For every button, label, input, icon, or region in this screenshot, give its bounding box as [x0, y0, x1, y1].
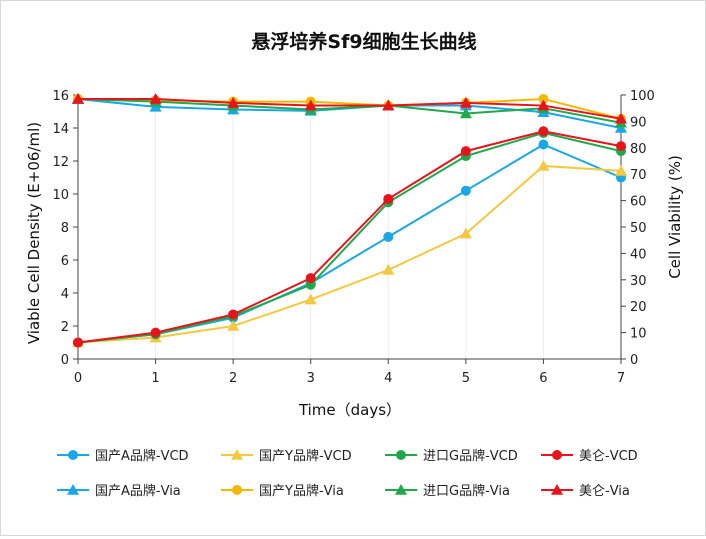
data-point-0-6: [538, 139, 549, 150]
legend: 国产A品牌-VCD 国产Y品牌-VCD 进口G品牌-VCD 美仑-VCD 国产A品牌-V…: [57, 448, 638, 499]
y2-tick-label-100: 100: [630, 89, 655, 104]
series-layer: [72, 92, 627, 348]
data-point-5-6: [538, 93, 549, 104]
legend-label-2: 进口G品牌-VCD: [423, 448, 518, 464]
x-tick-label-3: 3: [307, 371, 315, 386]
y-tick-label-10: 10: [52, 188, 69, 203]
y-tick-label-16: 16: [52, 89, 69, 104]
y2-tick-label-30: 30: [630, 274, 647, 289]
x-tick-label-5: 5: [462, 371, 470, 386]
axes: 0 1 2 3 4 5 6 702468101214160102030405060708090…: [52, 89, 654, 386]
y-tick-label-8: 8: [61, 221, 69, 236]
legend-item-2: 进口G品牌-VCD: [385, 448, 518, 464]
data-point-0-4: [383, 231, 394, 242]
data-point-7-2: [227, 96, 240, 108]
legend-label-3: 美仑-VCD: [579, 449, 638, 464]
x-tick-label-6: 6: [539, 371, 547, 386]
x-tick-label-7: 7: [617, 371, 625, 386]
y-tick-label-4: 4: [61, 287, 69, 302]
y2-axis-label: Cell Viability (%): [666, 155, 684, 279]
series-7: [72, 92, 627, 124]
data-point-3-3: [305, 273, 316, 284]
legend-item-3: 美仑-VCD: [541, 449, 638, 464]
y-tick-label-0: 0: [61, 353, 69, 368]
series-line-2: [77, 131, 622, 344]
y2-tick-label-10: 10: [630, 327, 647, 342]
y2-tick-label-70: 70: [630, 168, 647, 183]
legend-item-5: 国产Y品牌-Via: [221, 483, 344, 499]
data-point-1-3: [304, 293, 317, 305]
y-tick-label-12: 12: [52, 155, 69, 170]
data-point-3-7: [616, 141, 626, 152]
legend-item-0: 国产A品牌-VCD: [57, 448, 189, 464]
data-point-7-3: [304, 99, 317, 111]
y-axis-label: Viable Cell Density (E+06/ml): [25, 122, 43, 344]
data-point-1-7: [615, 164, 627, 176]
legend-marker-3: [552, 450, 562, 460]
legend-marker-2: [396, 450, 406, 460]
data-point-1-5: [459, 227, 472, 239]
data-point-6-5: [459, 107, 472, 119]
data-point-3-0: [73, 337, 83, 348]
series-line-7: [78, 97, 622, 120]
legend-marker-0: [68, 450, 78, 460]
series-3: [73, 126, 626, 348]
x-tick-label-2: 2: [229, 371, 237, 386]
data-point-3-2: [228, 309, 239, 320]
x-tick-label-4: 4: [384, 371, 392, 386]
data-point-7-4: [382, 99, 395, 111]
series-line-1: [77, 164, 622, 344]
y2-tick-label-60: 60: [630, 195, 647, 210]
legend-item-6: 进口G品牌-Via: [385, 483, 510, 499]
x-axis-label: Time（days）: [298, 401, 401, 419]
data-point-1-6: [537, 159, 550, 171]
y2-tick-label-90: 90: [630, 115, 647, 130]
legend-item-1: 国产Y品牌-VCD: [221, 448, 352, 464]
y-tick-label-14: 14: [52, 122, 69, 137]
data-point-7-7: [615, 112, 627, 124]
data-point-1-4: [382, 263, 395, 275]
chart-title: 悬浮培养Sf9细胞生长曲线: [251, 30, 476, 53]
legend-marker-4: [67, 484, 79, 495]
series-line-6: [77, 97, 622, 124]
legend-marker-6: [395, 484, 407, 495]
x-tick-label-1: 1: [151, 371, 159, 386]
y2-tick-label-40: 40: [630, 247, 647, 262]
data-point-3-5: [460, 146, 471, 157]
legend-marker-7: [551, 484, 563, 495]
data-point-0-5: [460, 185, 471, 196]
data-point-1-2: [227, 320, 240, 331]
data-point-3-6: [538, 126, 549, 137]
y-tick-label-6: 6: [61, 254, 69, 269]
y2-tick-label-50: 50: [630, 221, 647, 236]
y-tick-label-2: 2: [61, 320, 69, 335]
data-point-7-6: [537, 99, 550, 111]
data-point-7-5: [459, 96, 472, 108]
data-point-7-0: [72, 92, 84, 104]
series-line-3: [77, 130, 622, 344]
legend-label-7: 美仑-Via: [579, 484, 630, 499]
y2-tick-label-80: 80: [630, 142, 647, 157]
x-tick-label-0: 0: [74, 371, 82, 386]
legend-label-6: 进口G品牌-Via: [423, 483, 510, 499]
data-point-3-1: [150, 327, 161, 338]
y2-tick-label-0: 0: [630, 353, 638, 368]
data-point-7-1: [149, 92, 162, 104]
legend-label-1: 国产Y品牌-VCD: [259, 448, 352, 464]
legend-item-4: 国产A品牌-Via: [57, 483, 181, 499]
legend-marker-5: [232, 485, 242, 495]
data-point-3-4: [383, 193, 394, 204]
legend-label-0: 国产A品牌-VCD: [95, 448, 189, 464]
legend-item-7: 美仑-Via: [541, 484, 630, 499]
legend-label-4: 国产A品牌-Via: [95, 483, 181, 499]
legend-label-5: 国产Y品牌-Via: [259, 483, 344, 499]
legend-marker-1: [231, 449, 243, 460]
y2-tick-label-20: 20: [630, 300, 647, 315]
